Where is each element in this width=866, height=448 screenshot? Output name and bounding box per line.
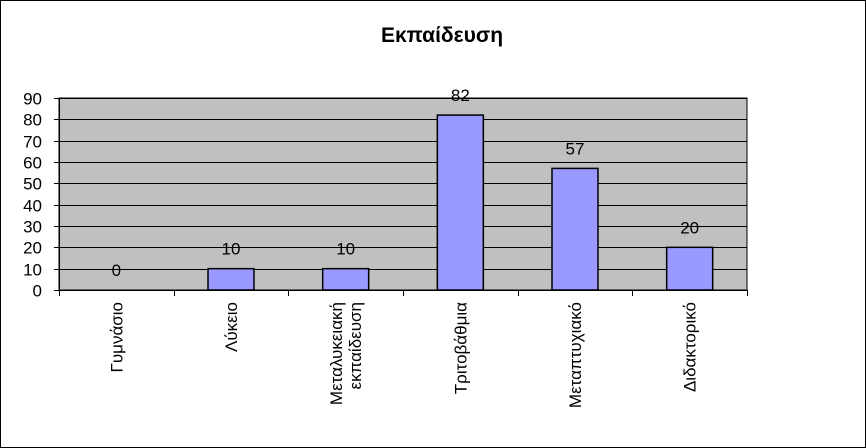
bar — [321, 267, 370, 291]
category-label-line: Γυμνάσιο — [107, 302, 126, 373]
category-label: Τριτοβάθμια — [451, 302, 470, 394]
category-label: Μεταλυκειακή εκπαίδευση — [327, 302, 365, 405]
y-tick-label: 70 — [23, 133, 42, 152]
y-tick-label: 0 — [33, 282, 42, 301]
bar — [665, 246, 714, 291]
y-tick-label: 50 — [23, 175, 42, 194]
y-tick-label: 10 — [23, 261, 42, 280]
category-label-line: Μεταλυκειακή — [327, 302, 346, 405]
plot-area — [58, 97, 748, 291]
data-label: 20 — [680, 218, 699, 237]
category-label: Μεταπτυχιακό — [566, 302, 585, 408]
category-label-line: Λύκειο — [222, 302, 241, 352]
category-label: Διδακτορικό — [681, 302, 700, 392]
data-label: 0 — [112, 261, 121, 280]
data-label: 82 — [451, 86, 470, 105]
data-label: 10 — [336, 240, 355, 259]
y-tick-label: 40 — [23, 197, 42, 216]
chart-title: Εκπαίδευση — [381, 24, 503, 47]
bar — [436, 114, 485, 291]
y-tick-label: 30 — [23, 218, 42, 237]
category-label: Γυμνάσιο — [107, 302, 126, 373]
bar — [207, 267, 255, 291]
category-label-line: Μεταπτυχιακό — [566, 302, 585, 408]
category-label: Λύκειο — [222, 302, 241, 352]
data-label: 57 — [566, 139, 585, 158]
y-tick-label: 80 — [23, 111, 42, 130]
category-label-line: Τριτοβάθμια — [451, 302, 470, 394]
bar — [551, 167, 599, 291]
y-tick-label: 90 — [23, 90, 42, 109]
y-tick-label: 60 — [23, 154, 42, 173]
category-label-line: εκπαίδευση — [346, 302, 365, 389]
y-tick-label: 20 — [23, 239, 42, 258]
data-label: 10 — [222, 240, 241, 259]
category-label-line: Διδακτορικό — [681, 302, 700, 392]
